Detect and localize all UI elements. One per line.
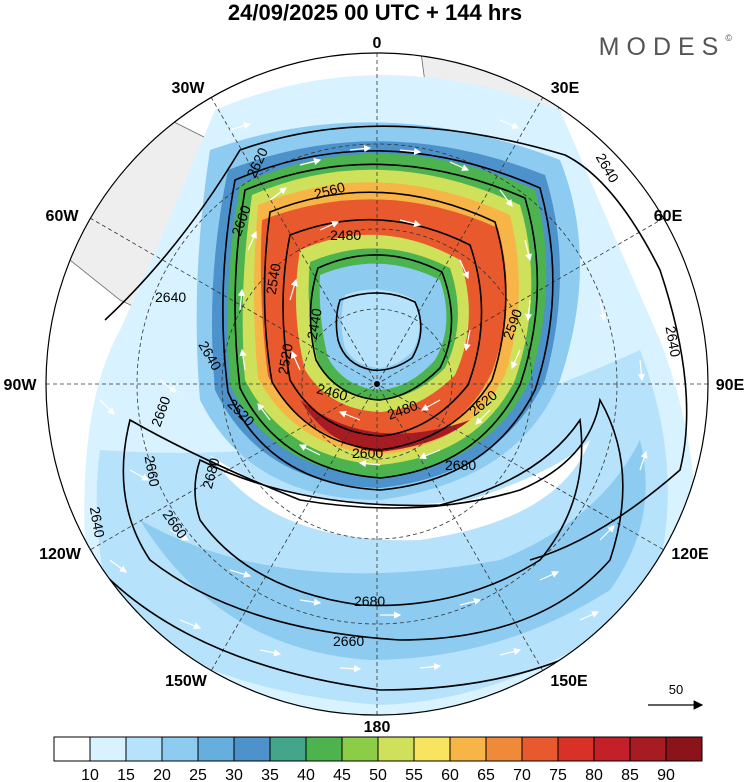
- contour-2640-outer: [104, 125, 688, 561]
- contour-label: 2440: [304, 307, 325, 341]
- colorbar-tick-label: 65: [477, 767, 495, 782]
- contour-label: 2640: [87, 505, 108, 539]
- colorbar-ticks: 10 15 20 25 30 35 40 45 50 55 60 65 70 75 80 85 90: [81, 767, 675, 782]
- contour-label: 2600: [352, 445, 383, 461]
- colorbar-swatch: [125, 736, 163, 762]
- colorbar-swatch: [629, 736, 667, 762]
- contour-2440: [335, 292, 422, 372]
- lon-label-120e: 120E: [671, 546, 709, 563]
- colorbar-swatch: [449, 736, 487, 762]
- colorbar-swatch: [269, 736, 307, 762]
- brand-text: MODES: [598, 33, 726, 61]
- colorbar-tick-label: 45: [333, 767, 351, 782]
- colorbar-swatch: [413, 736, 451, 762]
- colorbar-tick-label: 90: [657, 767, 675, 782]
- lon-label-30w: 30W: [172, 80, 206, 97]
- polar-map: 2620 2640 2600 2560 2540 2480 2640 2440 …: [4, 35, 745, 735]
- lon-label-60w: 60W: [46, 208, 80, 225]
- contour-2480: [309, 254, 453, 401]
- contour-label: 2660: [333, 633, 364, 649]
- colorbar-swatch: [521, 736, 559, 762]
- colorbar-swatch: [305, 736, 343, 762]
- reference-vector: 50: [648, 682, 704, 710]
- shade-white-gap: [210, 440, 590, 541]
- colorbar-swatch: [233, 736, 271, 762]
- colorbar-swatch: [593, 736, 631, 762]
- contour-label: 2660: [142, 454, 163, 488]
- brand-mark: ©: [725, 33, 732, 43]
- colorbar-tick-label: 75: [549, 767, 567, 782]
- colorbar-swatch: [485, 736, 523, 762]
- colorbar-swatch: [197, 736, 235, 762]
- colorbar-swatch: [341, 736, 379, 762]
- contour-2520: [282, 218, 483, 437]
- lon-label-180: 180: [364, 719, 391, 735]
- contour-label: 2680: [199, 456, 223, 490]
- lon-label-0: 0: [373, 35, 382, 52]
- shade-core: [341, 289, 420, 368]
- colorbar-tick-label: 70: [513, 767, 531, 782]
- contour-label: 2680: [445, 457, 476, 473]
- shade-85: [300, 400, 470, 452]
- colorbar-tick-label: 55: [405, 767, 423, 782]
- colorbar: 10 15 20 25 30 35 40 45 50 55 60 65 70 75 80 85 90: [53, 736, 703, 782]
- longitude-labels: 0 30E 60E 90E 120E 150E 180 150W 120W 90…: [4, 35, 745, 735]
- lon-label-30e: 30E: [551, 80, 580, 97]
- contour-2620: [222, 150, 554, 491]
- colorbar-tick-label: 85: [621, 767, 639, 782]
- contour-2660: [122, 397, 624, 641]
- colorbar-tick-label: 20: [153, 767, 171, 782]
- contour-2680: [194, 417, 583, 607]
- colorbar-tick-label: 10: [81, 767, 99, 782]
- map-title: 24/09/2025 00 UTC + 144 hrs: [227, 0, 523, 25]
- colorbar-swatch: [665, 736, 703, 762]
- colorbar-tick-label: 30: [225, 767, 243, 782]
- height-contours: [59, 125, 688, 691]
- colorbar-tick-label: 80: [585, 767, 603, 782]
- contour-2560: [263, 191, 507, 451]
- colorbar-tick-label: 60: [441, 767, 459, 782]
- contour-label: 2640: [155, 289, 186, 305]
- contour-label: 2640: [663, 325, 684, 359]
- wind-arrows: [99, 119, 648, 673]
- contour-label: 2520: [275, 342, 296, 376]
- colorbar-tick-label: 25: [189, 767, 207, 782]
- lon-label-60e: 60E: [654, 208, 683, 225]
- contour-label: 2680: [354, 593, 385, 609]
- colorbar-swatch: [53, 736, 91, 762]
- colorbar-swatch: [161, 736, 199, 762]
- colorbar-swatch: [557, 736, 595, 762]
- colorbar-swatch: [377, 736, 415, 762]
- south-pole-marker: [374, 381, 380, 387]
- lon-label-150w: 150W: [165, 673, 208, 690]
- lon-label-90w: 90W: [4, 377, 38, 394]
- lon-label-90e: 90E: [716, 377, 745, 394]
- colorbar-boxes: [53, 736, 703, 762]
- contour-label: 2560: [312, 179, 346, 203]
- shade-band-inner: [140, 440, 646, 660]
- colorbar-tick-label: 35: [261, 767, 279, 782]
- colorbar-tick-label: 40: [297, 767, 315, 782]
- colorbar-swatch: [89, 736, 127, 762]
- contour-label: 2460: [315, 380, 349, 404]
- colorbar-tick-label: 15: [117, 767, 135, 782]
- reference-vector-label: 50: [669, 682, 683, 697]
- colorbar-tick-label: 50: [369, 767, 387, 782]
- lon-label-120w: 120W: [39, 546, 82, 563]
- lon-label-150e: 150E: [550, 673, 588, 690]
- contour-2600: [234, 163, 539, 479]
- contour-label: 2480: [330, 227, 361, 243]
- contour-label: 2540: [263, 262, 284, 296]
- map-disc: [46, 53, 708, 715]
- map-boundary: [45, 52, 709, 716]
- brand-logo: MODES©: [599, 33, 732, 62]
